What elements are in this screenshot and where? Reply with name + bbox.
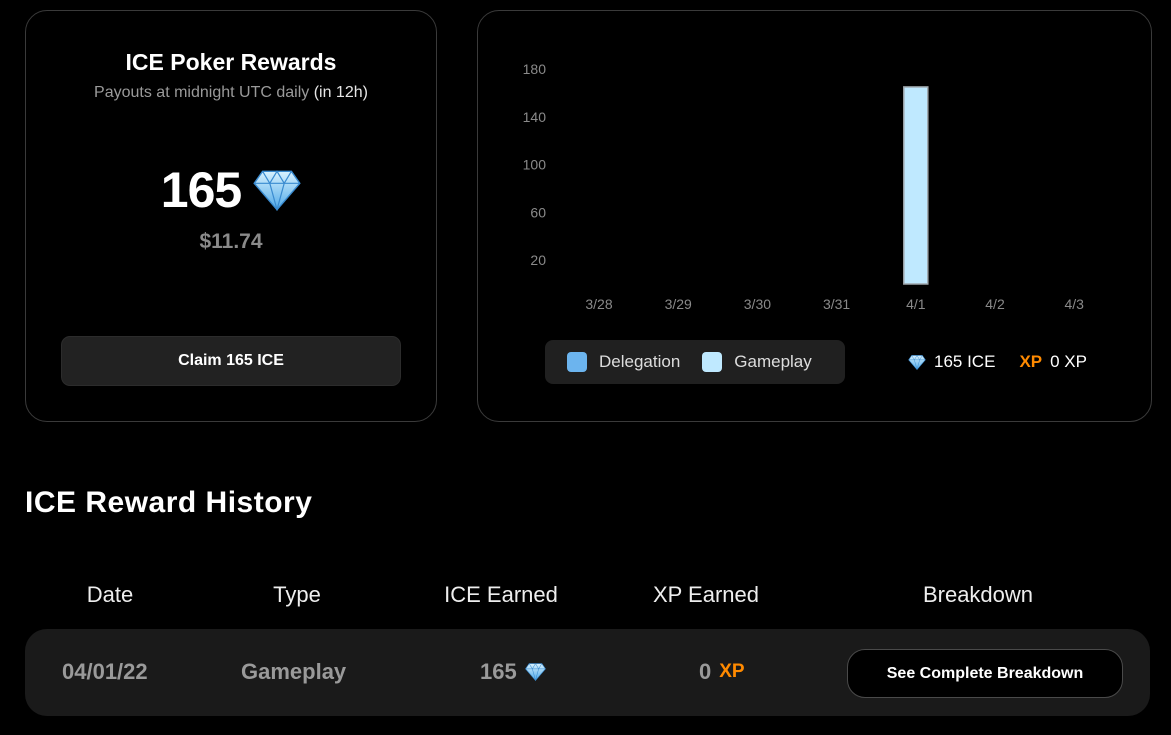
- xp-icon: XP: [1019, 352, 1043, 371]
- rewards-card: ICE Poker Rewards Payouts at midnight UT…: [25, 10, 437, 422]
- rewards-bar-chart: 20 60 100 140 180 3/28 3/29 3/30 3/31 4/1 4/2 4/3: [523, 61, 1085, 312]
- reward-amount: 165: [160, 162, 242, 218]
- table-row: 04/01/22 Gameplay 165 0 XP See Complete …: [25, 629, 1150, 716]
- y-tick-label: 140: [523, 109, 547, 125]
- column-header-ice-earned: ICE Earned: [444, 582, 558, 607]
- x-tick-label: 3/30: [744, 296, 771, 312]
- column-header-date: Date: [86, 582, 134, 607]
- legend-swatch-delegation: [567, 352, 587, 372]
- diamond-icon: [908, 355, 926, 370]
- bar-gameplay-4-1[interactable]: [903, 86, 929, 285]
- row-xp-value: 0: [699, 659, 712, 684]
- see-breakdown-button[interactable]: See Complete Breakdown: [847, 649, 1123, 698]
- rewards-title: ICE Poker Rewards: [125, 49, 337, 75]
- x-tick-label: 4/3: [1064, 296, 1084, 312]
- x-tick-label: 4/1: [906, 296, 926, 312]
- payout-countdown: (in 12h): [313, 84, 368, 101]
- xp-total: 0 XP: [1050, 352, 1087, 371]
- column-header-breakdown: Breakdown: [922, 582, 1034, 607]
- x-tick-label: 3/29: [665, 296, 692, 312]
- row-date: 04/01/22: [62, 659, 148, 684]
- legend-item-delegation[interactable]: Delegation: [567, 352, 680, 372]
- payout-schedule: Payouts at midnight UTC daily (in 12h): [26, 84, 436, 102]
- row-xp-earned: 0 XP: [699, 659, 745, 685]
- ice-total: 165 ICE: [934, 352, 996, 371]
- legend-label: Gameplay: [734, 352, 812, 371]
- diamond-icon: [253, 170, 301, 211]
- xp-icon: XP: [719, 661, 745, 682]
- x-tick-label: 3/28: [585, 296, 612, 312]
- legend-item-gameplay[interactable]: Gameplay: [702, 352, 812, 372]
- row-ice-earned: 165: [480, 659, 546, 685]
- y-tick-label: 180: [523, 61, 547, 77]
- reward-usd-value: $11.74: [199, 230, 263, 253]
- claim-button[interactable]: Claim 165 ICE: [61, 336, 401, 386]
- y-tick-label: 20: [530, 252, 546, 268]
- x-tick-label: 3/31: [823, 296, 850, 312]
- chart-legend: Delegation Gameplay: [545, 340, 845, 384]
- chart-card: 20 60 100 140 180 3/28 3/29 3/30 3/31 4/1 4/2 4/3 D…: [477, 10, 1152, 422]
- y-tick-label: 100: [523, 157, 547, 173]
- legend-swatch-gameplay: [702, 352, 723, 372]
- chart-totals: 165 ICE XP 0 XP: [908, 352, 1087, 372]
- history-title: ICE Reward History: [25, 486, 313, 519]
- column-header-type: Type: [273, 582, 321, 607]
- x-tick-label: 4/2: [985, 296, 1005, 312]
- diamond-icon: [525, 663, 546, 681]
- y-tick-label: 60: [530, 204, 546, 220]
- reward-amount-row: 165: [26, 161, 436, 219]
- row-type: Gameplay: [241, 659, 347, 684]
- column-header-xp-earned: XP Earned: [652, 582, 759, 607]
- row-ice-value: 165: [480, 659, 517, 684]
- payout-schedule-text: Payouts at midnight UTC daily: [94, 84, 310, 101]
- legend-label: Delegation: [599, 352, 681, 371]
